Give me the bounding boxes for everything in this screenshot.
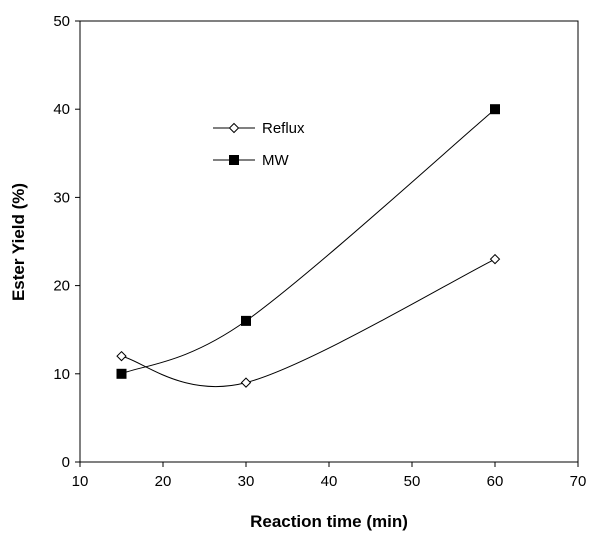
y-tick-label: 20 xyxy=(53,278,70,295)
y-tick-label: 0 xyxy=(62,454,70,471)
data-point-mw xyxy=(116,368,127,379)
x-tick-label: 60 xyxy=(487,473,504,490)
y-tick-label: 40 xyxy=(53,101,70,118)
series-line-reflux xyxy=(121,258,496,388)
x-tick-label: 30 xyxy=(238,473,255,490)
x-tick-label: 70 xyxy=(570,473,587,490)
x-tick-label: 50 xyxy=(404,473,421,490)
data-point-mw xyxy=(490,104,500,115)
y-tick-label: 30 xyxy=(53,189,70,206)
plot-area xyxy=(79,20,579,463)
legend-marker-reflux xyxy=(228,122,240,134)
series-mw xyxy=(116,104,500,379)
data-point-mw xyxy=(241,315,251,326)
data-point-reflux xyxy=(240,377,252,388)
x-tick-label: 10 xyxy=(72,473,89,490)
data-point-reflux xyxy=(489,253,501,265)
plot-frame xyxy=(79,20,579,463)
x-tick-label: 20 xyxy=(155,473,172,490)
legend: Reflux MW xyxy=(213,120,305,169)
x-axis-title: Reaction time (min) xyxy=(250,512,408,531)
y-axis-title: Ester Yield (%) xyxy=(9,183,28,301)
series-reflux xyxy=(116,253,501,388)
legend-label-mw: MW xyxy=(262,152,289,169)
y-tick-label: 50 xyxy=(53,13,70,30)
legend-marker-mw xyxy=(229,155,239,165)
legend-label-reflux: Reflux xyxy=(262,120,305,137)
x-axis-ticks: 10 20 30 40 50 60 70 xyxy=(72,462,587,490)
y-tick-label: 10 xyxy=(53,366,70,383)
y-axis-ticks: 0 10 20 30 40 50 xyxy=(53,13,80,471)
series-layer xyxy=(116,104,501,388)
data-point-reflux xyxy=(116,350,127,362)
x-tick-label: 40 xyxy=(321,473,338,490)
series-line-mw xyxy=(121,108,496,375)
